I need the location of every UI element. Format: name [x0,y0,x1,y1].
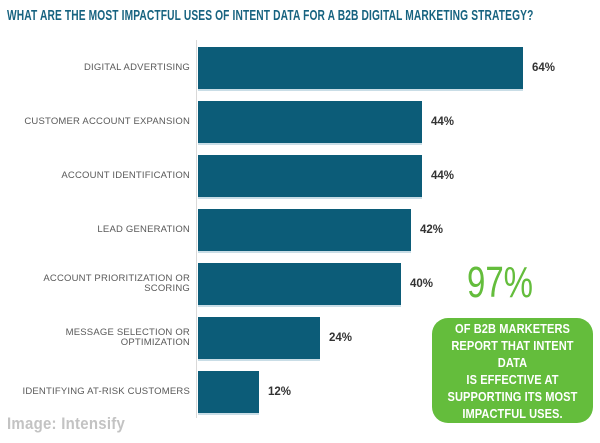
bar [198,155,422,197]
callout-box: OF B2B MARKETERS REPORT THAT INTENT DATA… [432,318,593,423]
value-label: 44% [431,170,455,182]
bar-row: CUSTOMER ACCOUNT EXPANSION 44% [0,95,600,149]
value-label: 12% [268,386,292,398]
category-label: DIGITAL ADVERTISING [83,61,190,73]
callout-stat: 97% [466,258,534,307]
category-label: ACCOUNT PRIORITIZATION OR SCORING [43,272,190,294]
bar [198,317,320,359]
bar-row: ACCOUNT PRIORITIZATION OR SCORING 40% [0,257,600,311]
bar-row: ACCOUNT IDENTIFICATION 44% [0,149,600,203]
category-label: IDENTIFYING AT-RISK CUSTOMERS [22,385,190,397]
bar-track: 42% [198,209,443,251]
value-label: 42% [420,224,444,236]
bar [198,47,523,89]
bar-track: 12% [198,371,291,413]
value-label: 44% [431,116,455,128]
bar-track: 40% [198,263,433,305]
value-label: 40% [410,278,434,290]
bar [198,209,411,251]
bar [198,263,401,305]
category-label: LEAD GENERATION [97,223,190,235]
bar-track: 44% [198,101,454,143]
bar-row: LEAD GENERATION 42% [0,203,600,257]
bar-track: 64% [198,47,555,89]
image-credit: Image: Intensify [7,414,126,433]
value-label: 24% [329,332,353,344]
category-label: ACCOUNT IDENTIFICATION [61,169,190,181]
category-label: CUSTOMER ACCOUNT EXPANSION [24,115,190,127]
callout-text: OF B2B MARKETERS REPORT THAT INTENT DATA… [447,320,578,421]
bar-chart: DIGITAL ADVERTISING 64% CUSTOMER ACCOUNT… [0,41,600,419]
y-axis-line [196,40,197,418]
bar-row: MESSAGE SELECTION OR OPTIMIZATION 24% [0,311,600,365]
bar [198,371,259,413]
bar-track: 24% [198,317,352,359]
bar-row: DIGITAL ADVERTISING 64% [0,41,600,95]
category-label: MESSAGE SELECTION OR OPTIMIZATION [65,326,190,348]
bar-track: 44% [198,155,454,197]
bar [198,101,422,143]
value-label: 64% [532,62,556,74]
bar-row: IDENTIFYING AT-RISK CUSTOMERS 12% [0,365,600,419]
chart-title: WHAT ARE THE MOST IMPACTFUL USES OF INTE… [7,7,534,24]
